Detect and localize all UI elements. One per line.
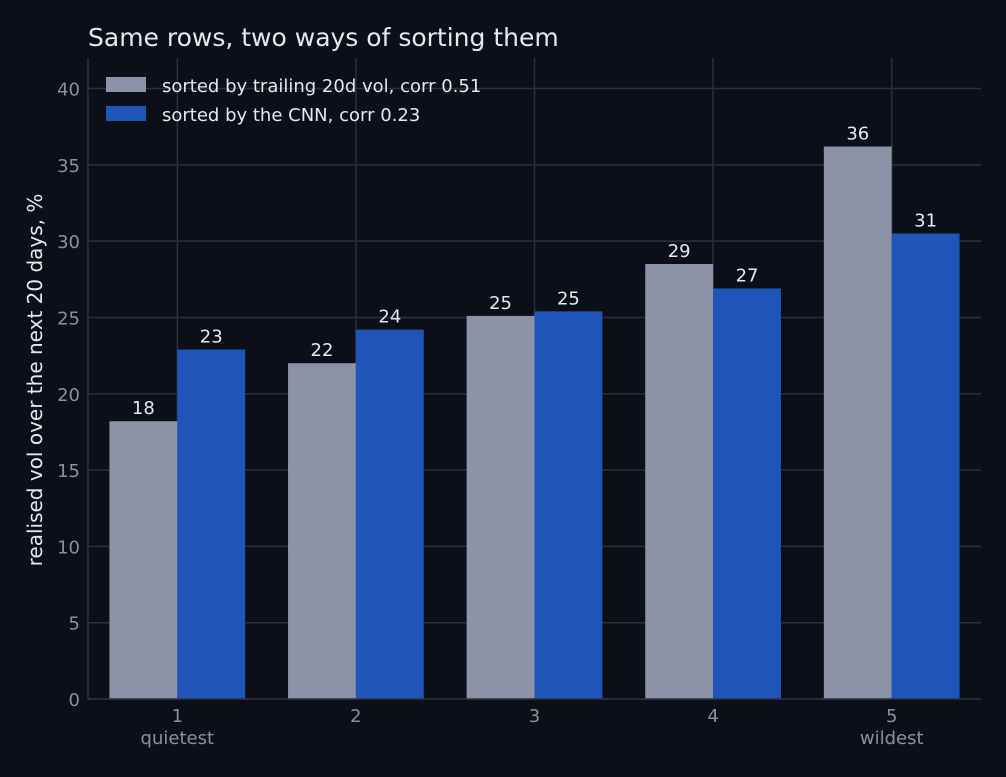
- y-tick-label: 25: [57, 308, 80, 329]
- legend-label: sorted by trailing 20d vol, corr 0.51: [162, 76, 481, 97]
- bar-series-2: [177, 349, 246, 699]
- bar-series-2: [713, 288, 781, 699]
- y-tick-label: 30: [57, 232, 80, 253]
- bar-value-label: 25: [557, 288, 580, 309]
- y-axis-label: realised vol over the next 20 days, %: [23, 194, 47, 567]
- x-tick-label: 3: [529, 706, 540, 727]
- legend: sorted by trailing 20d vol, corr 0.51 sor…: [106, 76, 481, 126]
- x-tick-sublabel: quietest: [141, 728, 214, 749]
- chart-title: Same rows, two ways of sorting them: [88, 23, 559, 52]
- y-tick-label: 40: [57, 80, 80, 101]
- bar-series-1: [823, 146, 892, 699]
- x-tick-label: 1: [172, 706, 183, 727]
- y-tick-label: 0: [69, 690, 80, 711]
- y-tick-label: 5: [69, 614, 80, 635]
- y-tick-label: 10: [57, 537, 80, 558]
- bar-value-label: 25: [489, 293, 512, 314]
- bar-series-1: [466, 315, 535, 699]
- bar-series-1: [645, 264, 714, 699]
- bar-value-label: 29: [668, 241, 691, 262]
- legend-swatch: [106, 77, 146, 92]
- bar-series-2: [355, 329, 424, 699]
- bar-value-label: 18: [132, 398, 155, 419]
- bar-value-label: 24: [378, 307, 401, 328]
- legend-swatch: [106, 106, 146, 121]
- bar-value-label: 22: [311, 340, 334, 361]
- x-tick-label: 4: [707, 706, 718, 727]
- bar-value-label: 27: [736, 265, 759, 286]
- bar-value-label: 31: [914, 211, 937, 232]
- bar-series-2: [891, 233, 960, 699]
- y-tick-label: 15: [57, 461, 80, 482]
- y-tick-label: 35: [57, 156, 80, 177]
- bars-layer: 18 22 25 29 36 23 24 25 27 31: [109, 124, 960, 699]
- x-tick-sublabel: wildest: [860, 728, 924, 749]
- bar-value-label: 23: [200, 327, 223, 348]
- bar-series-1: [288, 363, 356, 699]
- x-tick-label: 2: [350, 706, 361, 727]
- x-tick-label: 5: [886, 706, 897, 727]
- bar-series-1: [109, 421, 178, 699]
- legend-label: sorted by the CNN, corr 0.23: [162, 105, 420, 126]
- bar-series-2: [534, 311, 603, 699]
- y-tick-label: 20: [57, 385, 80, 406]
- bar-value-label: 36: [846, 124, 869, 145]
